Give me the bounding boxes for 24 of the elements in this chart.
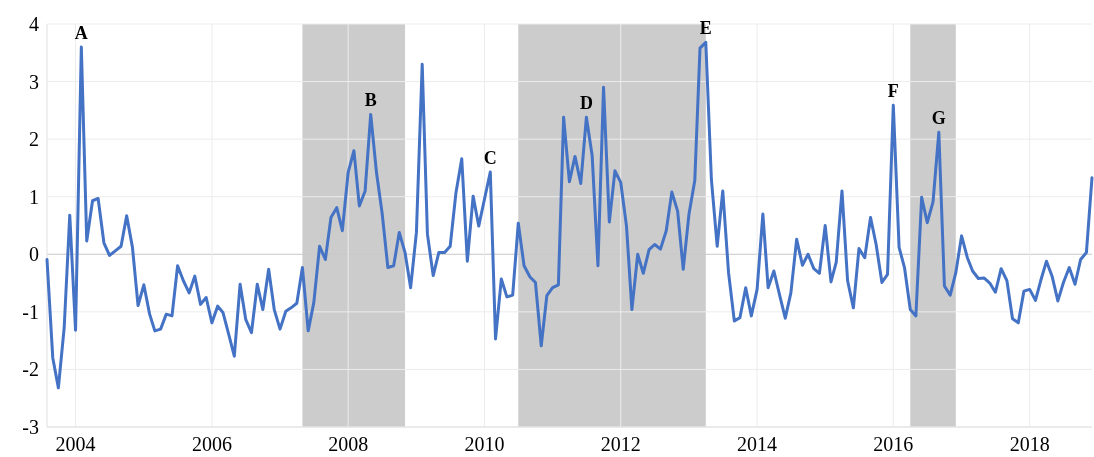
annotation: D <box>579 93 593 114</box>
x-tick-label: 2006 <box>191 433 232 455</box>
y-tick-label: 3 <box>29 70 39 93</box>
x-tick-label: 2012 <box>600 433 641 455</box>
annotation: C <box>483 147 497 168</box>
x-tick-label: 2004 <box>55 433 96 455</box>
annotation: A <box>74 23 88 44</box>
line-series <box>45 40 1094 390</box>
y-tick-label: 1 <box>29 185 39 208</box>
x-tick-label: 2014 <box>737 433 778 455</box>
y-tick-label: -2 <box>22 358 39 381</box>
annotation: B <box>364 90 377 111</box>
annotation: E <box>699 18 712 39</box>
y-tick-label: 4 <box>29 13 39 35</box>
y-tick-label: 2 <box>29 128 39 151</box>
y-tick-label: -1 <box>22 300 39 323</box>
annotation: F <box>887 81 899 102</box>
y-tick-label: 0 <box>29 243 39 266</box>
annotation: G <box>931 108 946 129</box>
x-tick-label: 2018 <box>1009 433 1050 455</box>
x-tick-label: 2010 <box>464 433 505 455</box>
y-tick-label: -3 <box>22 416 39 438</box>
x-tick-label: 2016 <box>873 433 914 455</box>
x-tick-label: 2008 <box>328 433 369 455</box>
